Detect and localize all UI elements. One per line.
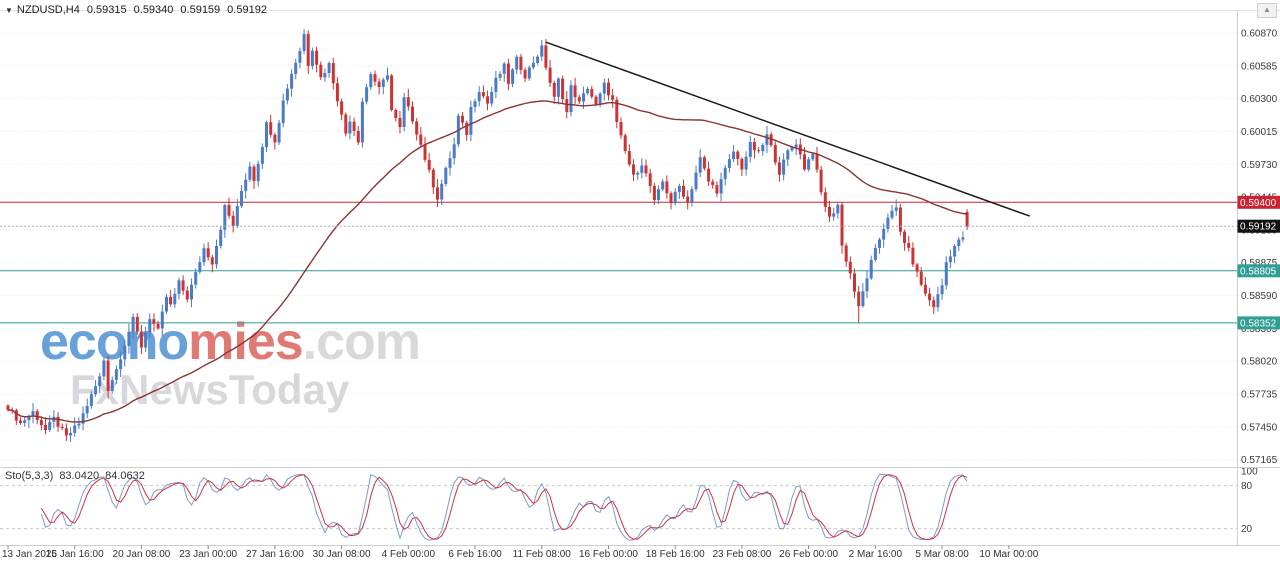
svg-text:0.58020: 0.58020 [1241,357,1278,368]
svg-text:27 Jan 16:00: 27 Jan 16:00 [246,549,304,560]
svg-text:0.57165: 0.57165 [1241,455,1278,466]
svg-text:11 Feb 08:00: 11 Feb 08:00 [513,549,572,560]
horizontal-lines [0,201,1238,324]
stochastic-info: Sto(5,3,3) 83.0420 84.0632 [5,470,151,482]
svg-text:80: 80 [1241,481,1253,492]
svg-text:6 Feb 16:00: 6 Feb 16:00 [448,549,502,560]
symbol-info: ▼ NZDUSD,H4 0.59315 0.59340 0.59159 0.59192 [5,4,267,16]
symbol-label: NZDUSD,H4 [16,4,80,16]
svg-text:0.59400: 0.59400 [1240,198,1277,209]
svg-text:4 Feb 00:00: 4 Feb 00:00 [382,549,436,560]
stochastic-k-line [40,473,968,541]
svg-text:100: 100 [1241,467,1258,478]
open-value: 0.59315 [86,4,127,16]
watermark: economies.com FxNewsToday [40,313,421,412]
close-value: 0.59192 [227,4,267,16]
high-value: 0.59340 [133,4,174,16]
scroll-up-icon[interactable]: ▲ [1257,3,1277,18]
stochastic-panel[interactable]: 100 80 20 [0,467,1258,541]
svg-text:10 Mar 00:00: 10 Mar 00:00 [979,549,1038,560]
svg-text:0.59730: 0.59730 [1241,160,1278,171]
svg-text:5 Mar 08:00: 5 Mar 08:00 [915,549,969,560]
svg-text:26 Feb 00:00: 26 Feb 00:00 [779,549,838,560]
svg-text:0.59192: 0.59192 [1240,222,1277,233]
low-value: 0.59159 [180,4,221,16]
stochastic-d-line [40,474,968,540]
svg-text:13 Jan 2026: 13 Jan 2026 [2,549,57,560]
stochastic-label: Sto(5,3,3) [5,470,54,482]
stochastic-d-value: 84.0632 [105,470,145,482]
candles-layer [6,29,969,442]
svg-text:0.60585: 0.60585 [1241,61,1278,72]
grid-layer [0,32,1238,461]
svg-text:30 Jan 08:00: 30 Jan 08:00 [313,549,371,560]
svg-text:23 Jan 00:00: 23 Jan 00:00 [179,549,237,560]
svg-text:0.60300: 0.60300 [1241,94,1278,105]
price-axis[interactable]: 0.60870 0.60585 0.60300 0.60015 0.59730 0.594… [1241,29,1278,467]
svg-text:23 Feb 08:00: 23 Feb 08:00 [712,549,771,560]
svg-text:15 Jan 16:00: 15 Jan 16:00 [46,549,104,560]
symbol-dropdown-icon[interactable]: ▼ [5,6,13,15]
svg-text:20: 20 [1241,524,1253,535]
moving-average-line [8,100,968,423]
svg-text:0.60870: 0.60870 [1241,29,1278,40]
svg-text:0.60015: 0.60015 [1241,127,1278,138]
svg-text:0.58875: 0.58875 [1241,258,1278,269]
watermark-logo: economies.com [40,313,421,371]
chart-frame [0,10,1280,546]
svg-text:2 Mar 16:00: 2 Mar 16:00 [849,549,903,560]
svg-text:0.57735: 0.57735 [1241,389,1278,400]
svg-text:20 Jan 08:00: 20 Jan 08:00 [113,549,171,560]
svg-text:16 Feb 00:00: 16 Feb 00:00 [579,549,638,560]
stochastic-k-value: 83.0420 [59,470,100,482]
svg-text:18 Feb 16:00: 18 Feb 16:00 [646,549,705,560]
svg-text:0.58805: 0.58805 [1240,266,1277,277]
trendline[interactable] [545,41,1030,217]
svg-text:0.57450: 0.57450 [1241,422,1278,433]
svg-text:0.58590: 0.58590 [1241,291,1278,302]
svg-text:0.58352: 0.58352 [1240,318,1277,329]
price-badges: 0.59400 0.58805 0.58352 0.59192 [1237,195,1280,329]
